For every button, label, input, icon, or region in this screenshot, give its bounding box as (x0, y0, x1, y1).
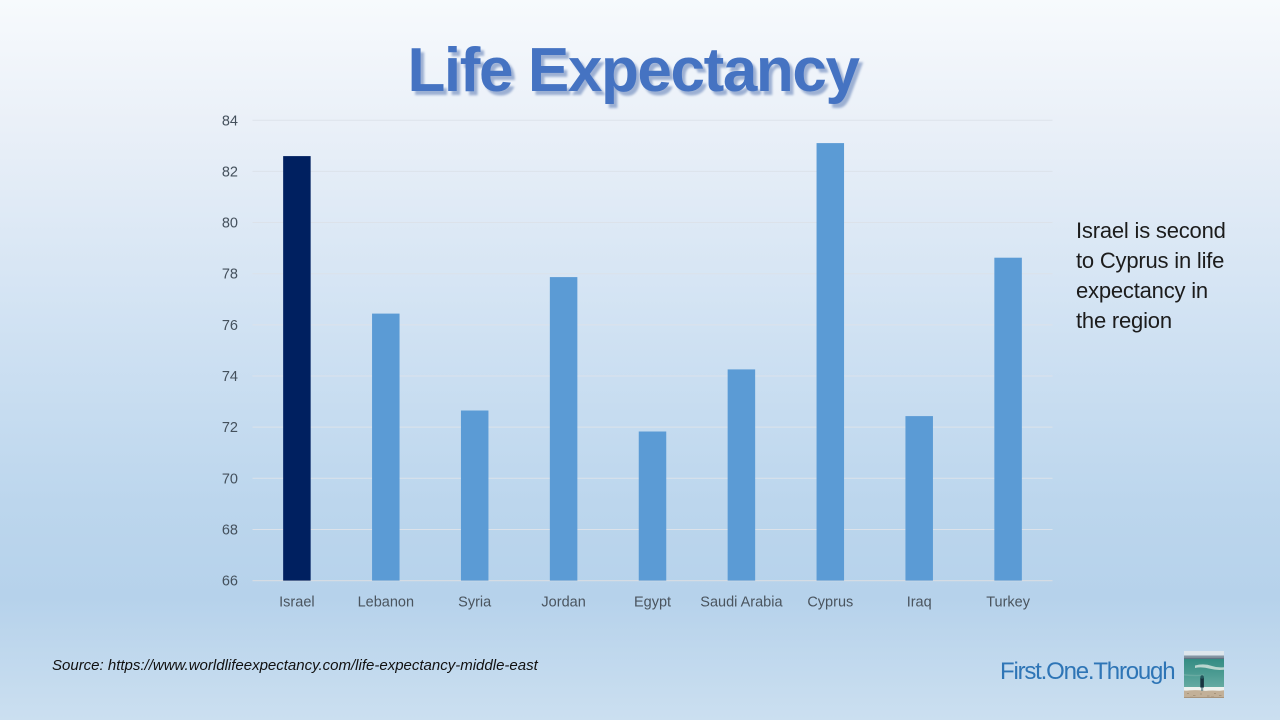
svg-text:Iraq: Iraq (907, 595, 932, 611)
svg-text:Lebanon: Lebanon (358, 595, 414, 611)
svg-text:84: 84 (222, 113, 238, 129)
svg-text:80: 80 (222, 216, 238, 232)
svg-text:Saudi Arabia: Saudi Arabia (700, 595, 783, 611)
svg-text:Turkey: Turkey (986, 595, 1031, 611)
svg-text:78: 78 (222, 267, 238, 283)
svg-text:Egypt: Egypt (634, 595, 671, 611)
svg-text:82: 82 (222, 164, 238, 180)
svg-text:Israel: Israel (279, 595, 314, 611)
svg-text:70: 70 (222, 471, 238, 487)
svg-text:66: 66 (222, 574, 238, 590)
svg-text:72: 72 (222, 420, 238, 436)
svg-text:Syria: Syria (458, 595, 492, 611)
svg-text:76: 76 (222, 318, 238, 334)
svg-text:68: 68 (222, 522, 238, 538)
svg-text:Cyprus: Cyprus (807, 595, 853, 611)
svg-text:Jordan: Jordan (541, 595, 585, 611)
svg-text:74: 74 (222, 369, 238, 385)
